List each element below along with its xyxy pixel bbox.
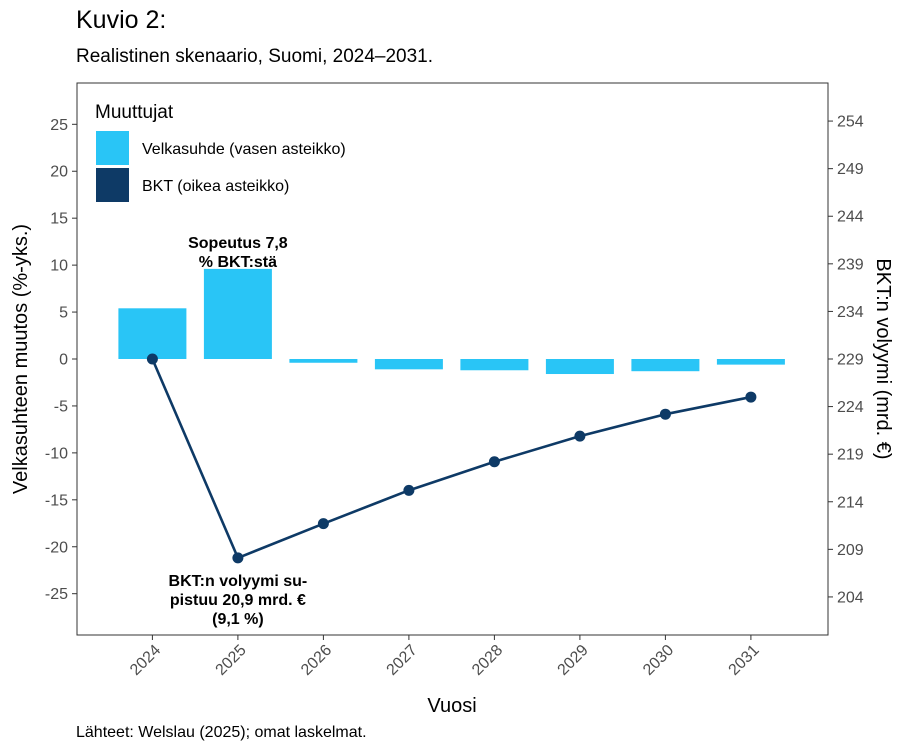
legend-label: BKT (oikea asteikko) [142,178,289,195]
line-point [745,391,757,403]
annotation-line: BKT:n volyymi su- [169,573,308,590]
x-tick-label: 2027 [384,642,421,679]
left-tick-label: 20 [50,164,68,181]
x-axis: 2024 2025 2026 2027 2028 2029 2030 2031 [127,635,763,679]
annotation-line: % BKT:stä [199,254,277,271]
bar [203,268,272,359]
x-tick-label: 2028 [469,642,506,679]
x-tick-label: 2030 [640,642,677,679]
annotation-line: (9,1 %) [212,611,264,628]
line-point [146,353,158,365]
right-tick-label: 224 [837,399,864,416]
left-tick-label: 15 [50,211,68,228]
line-point [488,456,500,468]
bar-series [118,268,785,375]
legend-label: Velkasuhde (vasen asteikko) [142,141,346,158]
left-tick-label: 0 [59,352,68,369]
x-axis-title: Vuosi [427,695,476,717]
right-tick-label: 229 [837,352,864,369]
line-point [232,552,244,564]
x-tick-label: 2025 [213,642,250,679]
right-tick-label: 249 [837,161,864,178]
left-tick-label: 25 [50,117,68,134]
left-tick-label: -5 [54,398,68,415]
legend: Muuttujat Velkasuhde (vasen asteikko) BKT … [95,102,346,202]
left-tick-label: -25 [45,586,68,603]
right-tick-label: 254 [837,114,864,131]
line-point [574,430,586,442]
right-tick-label: 209 [837,542,864,559]
line-point [317,518,329,530]
left-tick-label: 5 [59,305,68,322]
annotation-line: Sopeutus 7,8 [188,235,288,252]
right-tick-label: 239 [837,256,864,273]
figure-source: Lähteet: Welslau (2025); omat laskelmat. [76,724,367,741]
left-tick-label: -20 [45,539,68,556]
right-tick-label: 234 [837,304,864,321]
right-tick-label: 244 [837,209,864,226]
figure-title: Kuvio 2: [76,6,167,34]
bar [460,359,529,371]
x-tick-label: 2029 [555,642,592,679]
annotation-line: pistuu 20,9 mrd. € [170,592,306,609]
x-tick-label: 2024 [127,642,164,679]
left-tick-label: -15 [45,492,68,509]
y-axis-title-left: Velkasuhteen muutos (%-yks.) [10,224,32,494]
left-tick-label: 10 [50,258,68,275]
bar [374,359,443,370]
right-axis: 254 249 244 239 234 229 224 219 214 209 204 [828,114,864,606]
y-axis-title-right: BKT:n volyymi (mrd. €) [872,258,894,459]
bar [289,359,358,363]
line-series [146,353,757,564]
series-line [151,358,752,560]
annotations: Sopeutus 7,8 % BKT:stä BKT:n volyymi su-pi… [169,235,308,628]
legend-key [96,168,129,202]
legend-title: Muuttujat [95,102,174,123]
right-tick-label: 219 [837,447,864,464]
bar [545,359,614,375]
right-tick-label: 204 [837,589,864,606]
right-tick-label: 214 [837,494,864,511]
left-tick-label: -10 [45,445,68,462]
bar [716,359,785,365]
left-axis: 25 20 15 10 5 0 -5 -10 -15 -20 -25 [45,117,77,603]
bar [631,359,700,372]
x-tick-label: 2031 [726,642,763,679]
x-tick-label: 2026 [298,642,335,679]
combo-chart: 25 20 15 10 5 0 -5 -10 -15 -20 -25 254 249 244 239 234… [10,82,894,717]
legend-key [96,131,129,165]
bar [118,308,187,359]
plot-panel [76,82,829,636]
figure-subtitle: Realistinen skenaario, Suomi, 2024–2031. [76,46,434,67]
line-point [403,484,415,496]
line-point [659,408,671,420]
